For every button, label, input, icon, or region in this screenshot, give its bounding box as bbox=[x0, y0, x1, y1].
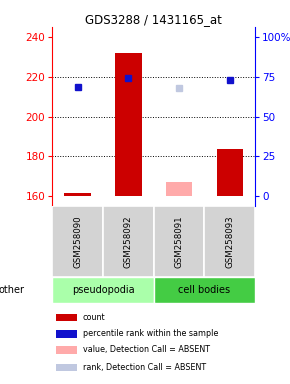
Title: GDS3288 / 1431165_at: GDS3288 / 1431165_at bbox=[85, 13, 222, 26]
Bar bbox=[204, 206, 255, 277]
Text: count: count bbox=[83, 313, 105, 322]
Bar bbox=[115, 53, 142, 196]
Text: GSM258093: GSM258093 bbox=[225, 215, 234, 268]
Bar bbox=[154, 277, 255, 303]
Bar bbox=[56, 314, 77, 321]
Bar bbox=[52, 277, 154, 303]
Bar bbox=[52, 206, 103, 277]
Bar bbox=[103, 206, 154, 277]
Text: rank, Detection Call = ABSENT: rank, Detection Call = ABSENT bbox=[83, 363, 206, 372]
Text: percentile rank within the sample: percentile rank within the sample bbox=[83, 329, 218, 338]
Bar bbox=[56, 364, 77, 371]
Bar bbox=[56, 346, 77, 354]
Text: value, Detection Call = ABSENT: value, Detection Call = ABSENT bbox=[83, 346, 210, 354]
Bar bbox=[154, 206, 204, 277]
Text: pseudopodia: pseudopodia bbox=[72, 285, 134, 295]
Text: cell bodies: cell bodies bbox=[178, 285, 231, 295]
Text: GSM258090: GSM258090 bbox=[73, 215, 82, 268]
Bar bbox=[56, 330, 77, 338]
Bar bbox=[166, 182, 192, 196]
Text: other: other bbox=[0, 285, 24, 295]
Bar bbox=[217, 149, 243, 196]
Bar bbox=[64, 194, 91, 196]
Text: GSM258092: GSM258092 bbox=[124, 215, 133, 268]
Text: GSM258091: GSM258091 bbox=[175, 215, 184, 268]
